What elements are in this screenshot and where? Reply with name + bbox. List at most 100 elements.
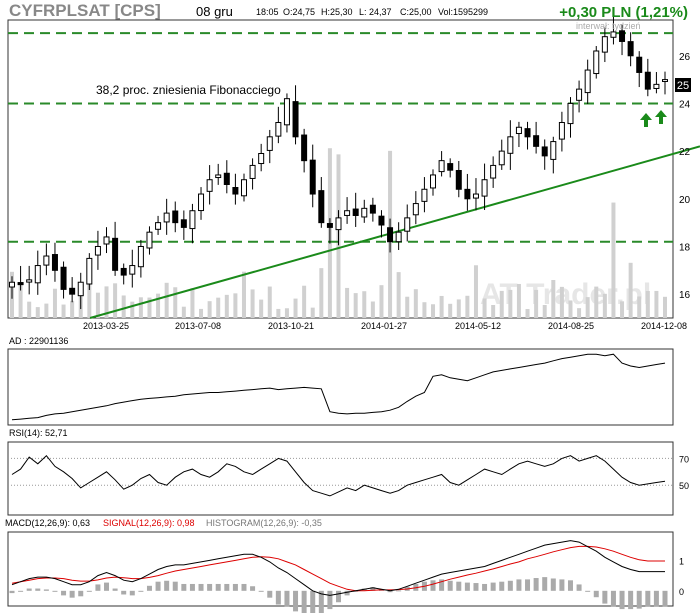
volume-bar [345,287,350,318]
volume-bar [181,306,186,318]
volume-bar [362,291,367,318]
histogram-bar [198,583,204,591]
header-date: 08 gru [196,4,233,19]
date-axis: 2013-03-25 2013-07-08 2013-10-21 2014-01-27… [83,321,687,331]
volume-bar [267,286,272,318]
ad-panel: AD : 22901136 [7,336,674,426]
macd-line [11,540,665,596]
price-tick-label: 16 [679,290,691,301]
volume-bar [551,280,556,318]
volume-bar [431,304,436,318]
histogram-bar [207,583,213,591]
price-axis: 16 18 20 22 24 26 [679,52,691,301]
ad-panel-frame [7,348,674,426]
header-high: H:25,30 [321,7,353,17]
histogram-bar [164,580,170,591]
candle-body [215,174,222,179]
header-close: C:25,00 [400,7,432,17]
price-tick-label: 24 [679,99,691,110]
candle-body [275,122,282,137]
volume-bar [233,293,238,318]
volume-bar [302,285,307,318]
histogram-label: HISTOGRAM(12,26,9): -0,35 [206,518,322,528]
macd-axis: 10 [679,556,684,596]
volume-bar [293,298,298,318]
candle-body [627,41,634,57]
volume-bar [250,289,255,318]
rsi-tick-label: 50 [679,481,689,491]
volume-bar [319,268,324,318]
histogram-bar [396,590,402,592]
histogram-bar [353,590,359,592]
volume-bar [396,272,401,318]
volume-bar [473,265,478,318]
volume-bar [628,262,633,318]
rsi-tick-label: 70 [679,454,689,464]
volume-bar [61,304,66,318]
up-arrow-icon [655,110,667,124]
histogram-bar [155,581,161,591]
candle-body [172,210,179,224]
volume-bar [456,299,461,318]
histogram-bar [78,590,84,597]
candle-body [206,179,213,192]
histogram-bar [250,586,256,591]
candle-body [369,204,376,214]
histogram-bar [473,583,479,591]
candle-body [26,279,33,283]
candle-body [498,150,505,166]
candle-body [301,134,308,162]
volume-bar [491,305,496,318]
fibonacci-annotation: 38,2 proc. zniesienia Fibonacciego [96,83,281,97]
candle-body [576,88,583,101]
volume-bar [508,289,513,318]
candle-body [129,265,136,275]
volume-bar [542,305,547,318]
histogram-bar [215,583,221,591]
date-tick-label: 2013-03-25 [83,321,129,331]
candle-body [189,210,196,230]
macd-tick-label: 0 [679,587,684,597]
histogram-bar [610,590,616,607]
histogram-bar [559,579,565,591]
candle-body [404,217,411,232]
price-change: +0,30 PLN (1,21%) [559,4,688,21]
histogram-bar [490,582,496,591]
histogram-bar [95,584,101,591]
histogram-bar [18,590,24,592]
date-tick-label: 2013-10-21 [268,321,314,331]
histogram-bar [430,580,436,591]
candle-body [309,159,316,195]
candle-body [318,190,325,224]
candle-body [86,257,93,285]
candle-body [438,160,445,173]
price-panel: AT Trader.pl 16 18 20 22 24 26 25 38,2 proc. … [7,0,700,331]
volume-bar [448,303,453,318]
volume-bar [370,301,375,318]
candle-body [249,164,256,179]
candle-body [601,36,608,53]
candle-body [550,141,557,160]
macd-panel-frame [7,531,674,607]
histogram-bar [499,581,505,591]
volume-bar [224,294,229,318]
histogram-bar [232,583,238,591]
signal-label: SIGNAL(12,26,9): 0,98 [103,518,195,528]
histogram-bar [61,590,67,596]
date-tick-label: 2013-07-08 [175,321,221,331]
candle-body [558,122,565,140]
candle-body [644,71,651,90]
candle-body [524,128,531,138]
volume-bar [594,286,599,318]
histogram-bar [542,577,548,591]
candle-body [69,287,76,295]
volume-bar [44,303,49,318]
histogram-bar [344,590,350,596]
histogram-bar [378,589,384,591]
candle-body [447,163,454,171]
histogram-bar [293,590,299,612]
histogram-bar [258,590,264,592]
volume-bar [52,288,57,318]
volume-bar [568,300,573,318]
